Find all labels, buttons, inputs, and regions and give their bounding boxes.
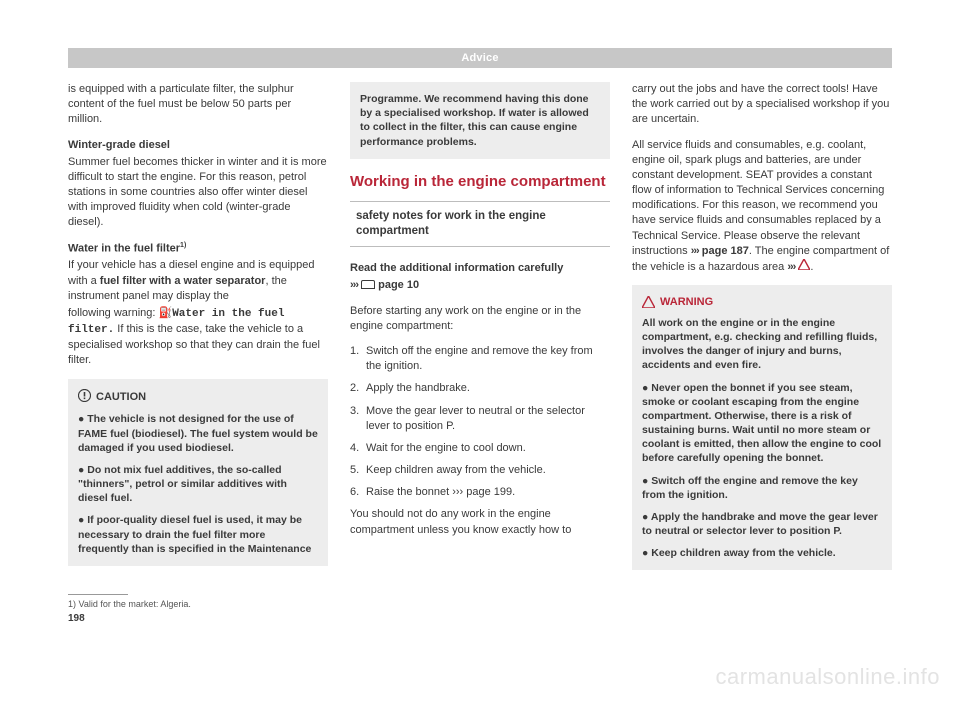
- note-continuation-box: Programme. We recommend having this done…: [350, 82, 610, 159]
- body-text: Read the additional information carefull…: [350, 261, 610, 276]
- text-span: All service fluids and consumables, e.g.…: [632, 139, 884, 257]
- warning-title: WARNING: [642, 295, 882, 310]
- text-span: following warning:: [68, 307, 159, 319]
- body-text: All service fluids and consumables, e.g.…: [632, 138, 892, 276]
- fuel-warning-icon: ⛽: [159, 307, 173, 319]
- body-text: is equipped with a particulate filter, t…: [68, 82, 328, 128]
- page-reference: ››› page 10: [350, 278, 610, 293]
- list-item: Wait for the engine to cool down.: [350, 441, 610, 456]
- chevron-icon: ›››: [787, 261, 795, 273]
- warning-item: ● Switch off the engine and remove the k…: [642, 474, 882, 502]
- subsection-box: safety notes for work in the engine comp…: [350, 201, 610, 247]
- section-title: Working in the engine compartment: [350, 173, 610, 192]
- caution-title-text: CAUTION: [96, 390, 146, 405]
- footnote: 1) Valid for the market: Algeria.: [68, 599, 892, 609]
- body-text: You should not do any work in the engine…: [350, 507, 610, 537]
- footnote-rule: [68, 594, 128, 595]
- section-header: Advice: [68, 48, 892, 68]
- caution-box: CAUTION ● The vehicle is not designed fo…: [68, 379, 328, 566]
- watermark: carmanualsonline.info: [715, 664, 940, 690]
- content-columns: is equipped with a particulate filter, t…: [68, 82, 892, 570]
- warning-item: ● Never open the bonnet if you see steam…: [642, 381, 882, 466]
- body-text: carry out the jobs and have the correct …: [632, 82, 892, 128]
- caution-title: CAUTION: [78, 389, 318, 407]
- chevron-icon: ›››: [691, 245, 699, 257]
- body-text: following warning: ⛽Water in the fuel fi…: [68, 306, 328, 369]
- column-3: carry out the jobs and have the correct …: [632, 82, 892, 570]
- chevron-icon: ›››: [350, 279, 358, 291]
- page-ref-text: page 10: [378, 279, 419, 291]
- note-text: Programme. We recommend having this done…: [360, 92, 600, 149]
- warning-item: ● Keep children away from the vehicle.: [642, 546, 882, 560]
- caution-item: ● The vehicle is not designed for the us…: [78, 412, 318, 455]
- list-item: Raise the bonnet ››› page 199.: [350, 485, 610, 500]
- list-item: Keep children away from the vehicle.: [350, 463, 610, 478]
- warning-title-text: WARNING: [660, 295, 713, 310]
- body-text: Before starting any work on the engine o…: [350, 304, 610, 334]
- column-1: is equipped with a particulate filter, t…: [68, 82, 328, 570]
- caution-item: ● If poor-quality diesel fuel is used, i…: [78, 513, 318, 556]
- footnote-ref: 1): [180, 242, 186, 249]
- page-number: 198: [68, 613, 892, 624]
- text-bold: fuel filter with a water separator: [100, 275, 266, 287]
- body-text: If your vehicle has a diesel engine and …: [68, 258, 328, 304]
- book-icon: [361, 280, 375, 289]
- subsection-title: safety notes for work in the engine comp…: [356, 209, 604, 239]
- page-ref-text: page 187: [702, 245, 749, 257]
- warning-triangle-icon: [642, 296, 655, 308]
- column-2: Programme. We recommend having this done…: [350, 82, 610, 570]
- subheading: Winter-grade diesel: [68, 138, 328, 153]
- list-item: Move the gear lever to neutral or the se…: [350, 404, 610, 434]
- caution-icon: [78, 389, 91, 407]
- caution-item: ● Do not mix fuel additives, the so-call…: [78, 463, 318, 506]
- subheading-text: Water in the fuel filter: [68, 242, 180, 254]
- body-text: Summer fuel becomes thicker in winter an…: [68, 155, 328, 231]
- list-item: Switch off the engine and remove the key…: [350, 344, 610, 374]
- warning-box: WARNING All work on the engine or in the…: [632, 285, 892, 570]
- warning-item: ● Apply the handbrake and move the gear …: [642, 510, 882, 538]
- warning-triangle-icon: [798, 259, 810, 270]
- steps-list: Switch off the engine and remove the key…: [350, 344, 610, 500]
- warning-intro: All work on the engine or in the engine …: [642, 316, 882, 373]
- list-item: Apply the handbrake.: [350, 381, 610, 396]
- subheading: Water in the fuel filter1): [68, 241, 328, 257]
